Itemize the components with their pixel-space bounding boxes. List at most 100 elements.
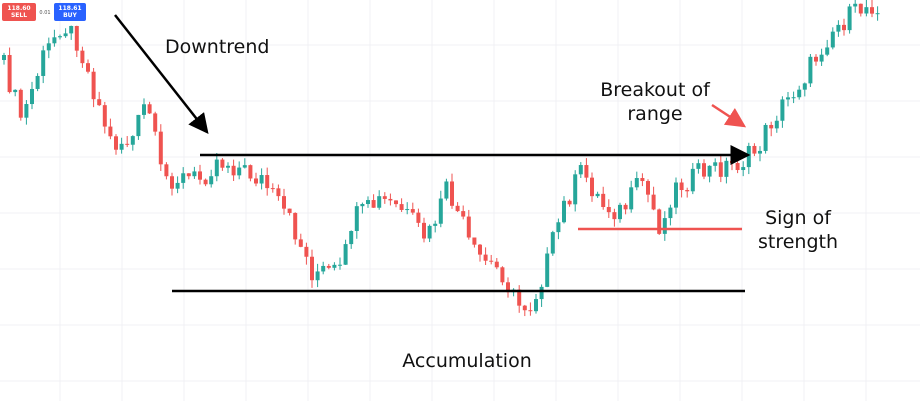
candle-body (444, 181, 449, 199)
buy-box[interactable] (54, 3, 86, 21)
candle-body (489, 260, 494, 262)
accumulation-label: Accumulation (402, 350, 531, 372)
candle-body (584, 165, 589, 178)
candle-body (438, 198, 443, 224)
candle-body (388, 198, 393, 201)
candle-body (86, 63, 90, 72)
candle-body (679, 182, 684, 191)
candle-body (198, 171, 202, 180)
candle-body (343, 244, 348, 265)
candle-body (114, 136, 118, 150)
candle-body (646, 181, 650, 195)
sell-label[interactable]: SELL (11, 12, 27, 19)
candle-body (522, 305, 527, 311)
candle-body (265, 175, 270, 189)
buy-label[interactable]: BUY (63, 12, 77, 19)
candle-body (875, 13, 880, 15)
candle-body (618, 204, 622, 220)
candle-body (237, 167, 242, 176)
candle-body (410, 209, 415, 213)
candle-body (130, 136, 135, 145)
candle-body (466, 216, 471, 238)
candle-body (668, 207, 673, 219)
candle-body (494, 261, 499, 268)
candle-body (52, 37, 57, 44)
candle-body (612, 212, 617, 220)
candle-body (102, 105, 107, 127)
candle-body (623, 204, 628, 210)
candle-body (590, 177, 594, 197)
candle-body (696, 163, 701, 169)
candle-body (186, 173, 191, 177)
candle-body (91, 71, 96, 100)
candle-body (153, 113, 158, 132)
candle-body (46, 43, 51, 51)
sell-button[interactable]: 118.60 SELL (2, 3, 36, 21)
sell-price[interactable]: 118.60 (7, 5, 30, 12)
candle-body (338, 264, 342, 266)
candle-body (634, 178, 639, 188)
candle-body (136, 114, 141, 137)
candle-body (203, 179, 208, 185)
candle-body (97, 99, 102, 106)
candle-body (836, 24, 841, 32)
buy-button[interactable]: 118.61 BUY (54, 3, 86, 21)
candle-body (108, 126, 113, 137)
candle-body (270, 188, 275, 190)
candle-body (416, 212, 421, 223)
candle-body (506, 282, 510, 293)
candle-body (870, 7, 874, 14)
candle-body (7, 55, 12, 93)
candle-body (377, 196, 382, 208)
candle-body (259, 175, 264, 184)
candle-body (724, 160, 729, 177)
candle-body (461, 211, 466, 217)
candle-body (125, 143, 130, 145)
candle-body (214, 159, 219, 177)
candle-body (640, 178, 645, 182)
candle-body (780, 99, 785, 121)
candle-body (231, 165, 236, 176)
candle-body (550, 232, 555, 254)
buy-price[interactable]: 118.61 (58, 5, 81, 12)
candle-body (455, 205, 460, 212)
candle-body (606, 207, 611, 213)
candle-body (702, 163, 706, 177)
candle-body (567, 200, 572, 205)
candle-body (528, 310, 533, 312)
candle-body (282, 196, 286, 209)
candle-body (349, 230, 354, 245)
candle-body (685, 190, 690, 192)
candle-body (147, 104, 152, 114)
candle-body (573, 174, 578, 205)
candle-body (707, 165, 712, 177)
candle-body (539, 286, 544, 300)
breakout-label: Breakout of (600, 79, 711, 101)
candle-body (769, 124, 774, 129)
candle-body (2, 55, 6, 60)
candle-body (657, 209, 662, 234)
candle-body (80, 50, 85, 64)
candle-body (802, 83, 807, 90)
candle-body (427, 225, 432, 239)
candle-body (254, 178, 258, 184)
candle-body (433, 223, 438, 226)
candle-body (310, 256, 314, 281)
candle-body (35, 75, 40, 89)
candle-body (248, 165, 253, 179)
candle-body (763, 124, 768, 151)
candle-body (735, 163, 740, 171)
candle-body (394, 200, 398, 205)
candle-body (534, 299, 538, 312)
candle-body (220, 159, 225, 168)
candle-body (472, 237, 477, 245)
candle-body (517, 289, 522, 306)
sell-box[interactable] (2, 3, 36, 21)
strength-label: Sign of (765, 207, 832, 229)
candle-body (830, 31, 835, 48)
candle-body (175, 182, 180, 189)
candle-body (399, 204, 404, 210)
candle-body (741, 167, 746, 171)
